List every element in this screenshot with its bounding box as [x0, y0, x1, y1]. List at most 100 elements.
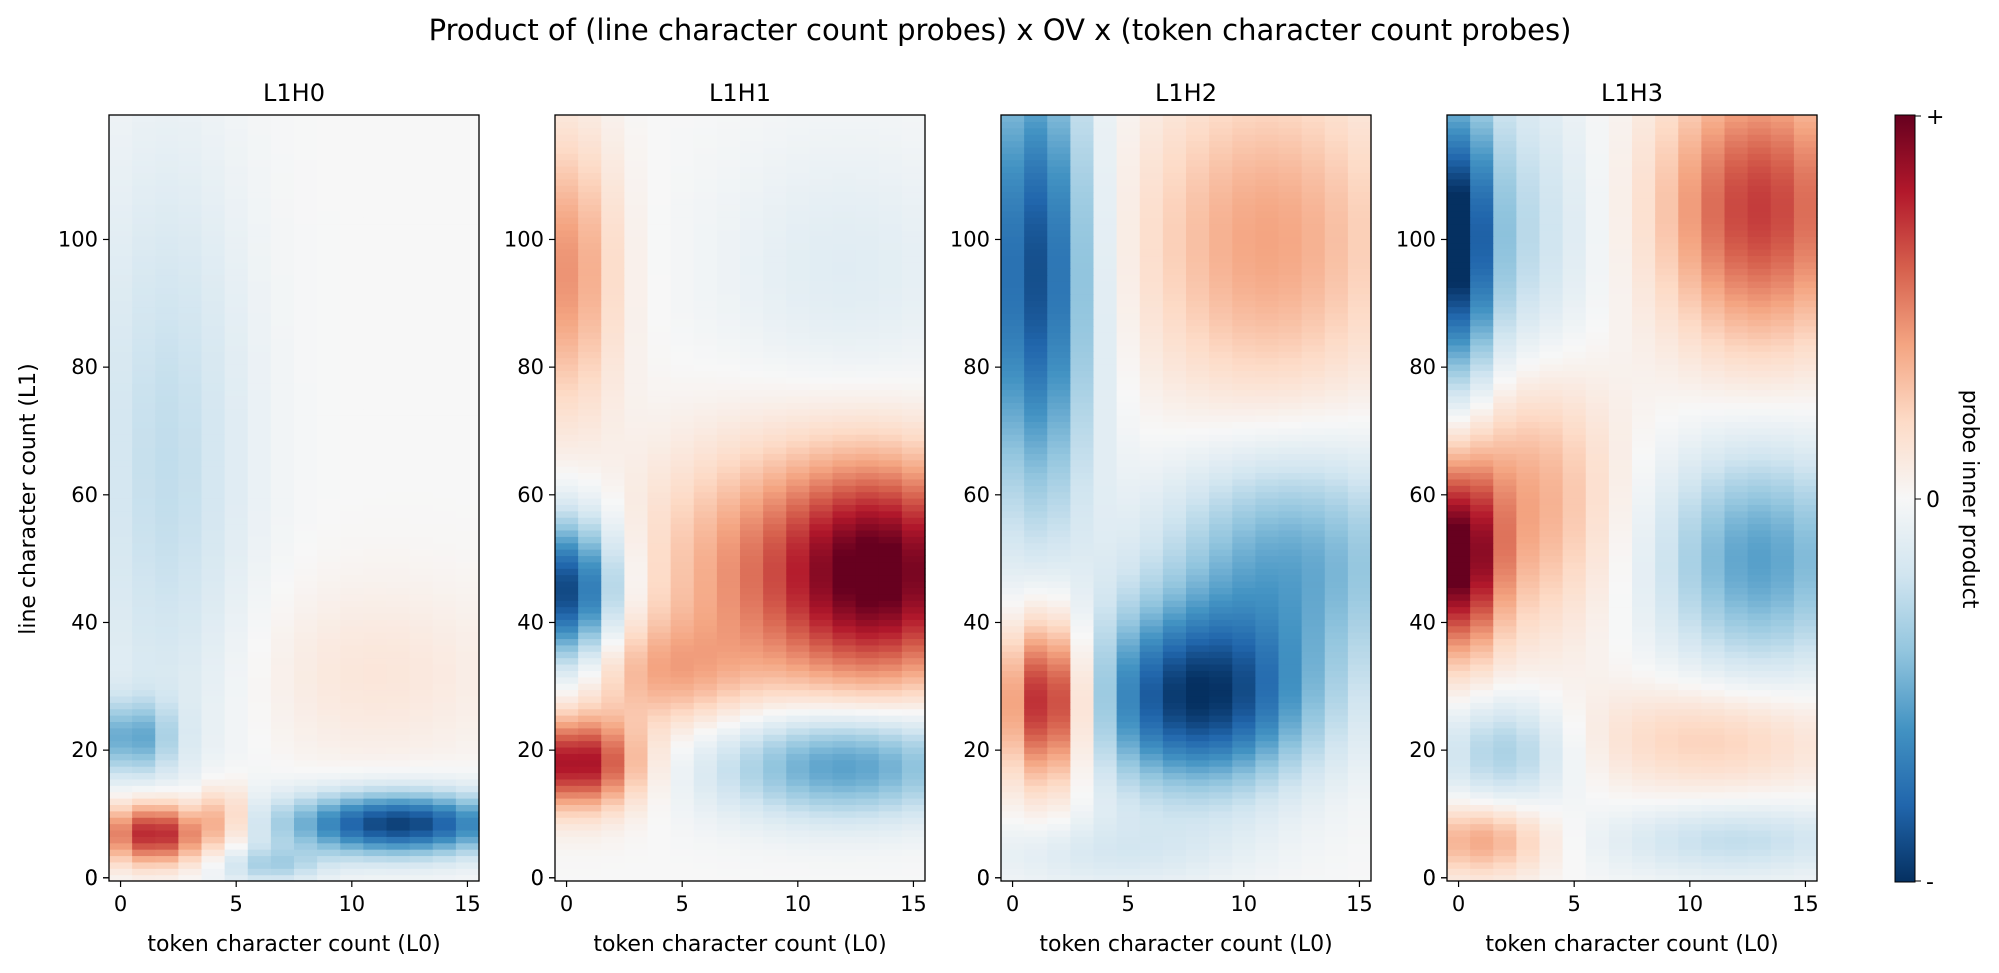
heatmap-cell — [901, 632, 926, 640]
heatmap-cell — [1255, 855, 1280, 863]
heatmap-cell — [1070, 644, 1095, 652]
heatmap-cell — [270, 849, 295, 857]
heatmap-cell — [624, 408, 649, 416]
heatmap-cell — [455, 280, 480, 288]
heatmap-cell — [763, 727, 787, 735]
heatmap-cell — [1232, 721, 1256, 729]
panel-title: L1H1 — [709, 79, 771, 107]
heatmap-cell — [555, 344, 579, 352]
heatmap-cell — [601, 229, 625, 237]
heatmap-cell — [178, 446, 203, 454]
heatmap-cell — [578, 115, 602, 122]
heatmap-cell — [716, 280, 741, 288]
heatmap-cell — [455, 791, 480, 799]
heatmap-cell — [740, 140, 764, 148]
heatmap-cell — [716, 421, 741, 429]
heatmap-cell — [178, 593, 203, 601]
heatmap-cell — [555, 446, 579, 454]
heatmap-cell — [178, 236, 203, 244]
heatmap-cell — [247, 683, 272, 691]
heatmap-cell — [670, 791, 695, 799]
heatmap-cell — [1070, 855, 1095, 863]
heatmap-cell — [386, 632, 411, 640]
heatmap-cell — [878, 778, 903, 786]
heatmap-cell — [740, 332, 764, 340]
heatmap-cell — [409, 115, 434, 122]
heatmap-cell — [647, 861, 672, 869]
heatmap-cell — [409, 242, 434, 250]
heatmap-cell — [1093, 823, 1118, 831]
heatmap-cell — [340, 466, 364, 474]
heatmap-cell — [855, 785, 880, 793]
heatmap-cell — [132, 249, 156, 257]
heatmap-cell — [1139, 440, 1164, 448]
heatmap-cell — [716, 791, 741, 799]
heatmap-cell — [386, 600, 411, 608]
heatmap-cell — [855, 708, 880, 716]
heatmap-cell — [624, 529, 649, 537]
heatmap-cell — [1255, 785, 1280, 793]
heatmap-cell — [647, 510, 672, 518]
heatmap-cell — [1232, 676, 1256, 684]
heatmap-cell — [1186, 759, 1210, 767]
heatmap-cell — [132, 715, 156, 723]
heatmap-cell — [1139, 593, 1164, 601]
heatmap-cell — [832, 402, 857, 410]
heatmap-cell — [786, 676, 810, 684]
heatmap-cell — [363, 529, 388, 537]
heatmap-cell — [1301, 587, 1326, 595]
heatmap-cell — [624, 351, 649, 359]
heatmap-cell — [1116, 842, 1141, 850]
heatmap-cell — [432, 574, 457, 582]
heatmap-cell — [624, 695, 649, 703]
heatmap-cell — [1024, 606, 1048, 614]
heatmap-cell — [363, 504, 388, 512]
heatmap-cell — [832, 874, 857, 882]
heatmap-cell — [317, 115, 341, 122]
heatmap-cell — [647, 325, 672, 333]
heatmap-cell — [1162, 459, 1187, 467]
heatmap-cell — [132, 702, 156, 710]
heatmap-cell — [740, 440, 764, 448]
heatmap-cell — [363, 593, 388, 601]
heatmap-cell — [693, 217, 718, 225]
heatmap-cell — [578, 766, 602, 774]
heatmap-cell — [1209, 491, 1233, 499]
heatmap-cell — [1162, 472, 1187, 480]
heatmap-cell — [832, 855, 857, 863]
heatmap-cell — [786, 536, 810, 544]
heatmap-cell — [878, 210, 903, 218]
heatmap-cell — [317, 791, 341, 799]
heatmap-cell — [832, 574, 857, 582]
heatmap-cell — [624, 734, 649, 742]
heatmap-cell — [740, 421, 764, 429]
heatmap-cell — [786, 587, 810, 595]
heatmap-cell — [386, 606, 411, 614]
heatmap-cell — [1116, 855, 1141, 863]
heatmap-cell — [763, 351, 787, 359]
heatmap-cell — [1070, 625, 1095, 633]
heatmap-cell — [247, 127, 272, 135]
heatmap-cell — [763, 810, 787, 818]
heatmap-cell — [647, 734, 672, 742]
heatmap-cell — [716, 185, 741, 193]
heatmap-cell — [340, 587, 364, 595]
heatmap-cell — [1209, 753, 1233, 761]
heatmap-cell — [155, 197, 179, 205]
heatmap-cell — [693, 115, 718, 122]
heatmap-cell — [1024, 708, 1048, 716]
heatmap-cell — [317, 293, 341, 301]
heatmap-cell — [1324, 600, 1349, 608]
heatmap-cell — [578, 306, 602, 314]
heatmap-cell — [409, 804, 434, 812]
heatmap-cell — [340, 766, 364, 774]
heatmap-cell — [716, 498, 741, 505]
heatmap-cell — [1324, 536, 1349, 544]
heatmap-cell — [763, 389, 787, 397]
heatmap-cell — [716, 338, 741, 346]
heatmap-cell — [1347, 702, 1372, 710]
heatmap-cell — [386, 459, 411, 467]
heatmap-cell — [201, 140, 226, 148]
heatmap-cell — [155, 829, 179, 837]
heatmap-cell — [201, 529, 226, 537]
